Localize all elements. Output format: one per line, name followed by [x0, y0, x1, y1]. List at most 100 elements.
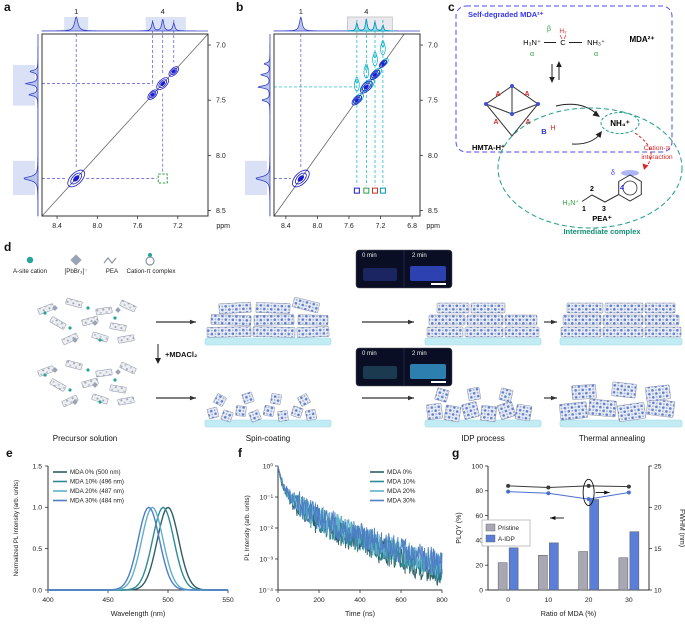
crystal-slab: [65, 298, 83, 308]
panel-label-g: g: [452, 446, 460, 460]
crystal-slab: [562, 314, 602, 326]
crystal-slab: [645, 398, 676, 418]
ppm-unit-label: ppm: [426, 223, 440, 230]
bar-a-idp: [629, 531, 640, 591]
hmta-A-label-2: A: [524, 91, 529, 98]
y-tick-label: 10⁻³: [260, 556, 274, 563]
gfx-circle: [98, 338, 102, 342]
contour-peak: [147, 89, 158, 100]
contour-peak: [297, 175, 305, 182]
bar-pristine: [497, 562, 508, 591]
pl-spectrum-curve: [48, 506, 228, 591]
crystal-slab: [248, 409, 262, 423]
contour-peak: [354, 98, 359, 103]
crystal-slab: [434, 387, 450, 403]
crystal-schematics: [37, 296, 682, 423]
x-tick-label: 800: [436, 597, 448, 604]
gfx-circle: [113, 316, 117, 320]
x-tick-label: 7.2: [376, 223, 386, 230]
x-tick-label: 400: [354, 597, 366, 604]
crystal-slab: [588, 398, 617, 418]
substrates: [204, 337, 683, 428]
mda-structure: H₃N⁺ C H₂ NH₃⁺ α β α MDA²⁺: [523, 26, 654, 58]
contour-peak: [73, 175, 80, 182]
y-tick-label: 0.0: [33, 587, 43, 594]
x-axis-label: Wavelength (nm): [111, 609, 165, 618]
projection-highlight: [145, 17, 186, 31]
x-tick-label: 7.6: [344, 223, 354, 230]
crystal-slab: [602, 314, 644, 326]
x-tick-label: 500: [162, 597, 174, 604]
y-right-tick: 20: [654, 505, 662, 512]
cross-peak-marker: [379, 187, 386, 194]
gfx-ellipse: [372, 53, 378, 67]
contour-peak: [292, 169, 310, 188]
crystal-slab: [255, 302, 291, 314]
crystal-slab: [81, 316, 99, 326]
plqy-fwhm-bar-chart: 0 20 40 60 80 100 10 15 20 25 0 10 20 30 Ratio of MDA …: [456, 463, 685, 618]
crystal-slab: [290, 405, 304, 419]
cation-pi-complex-icon: [145, 256, 155, 266]
peak-1-label: 1: [74, 7, 78, 16]
y-tick-label: 8.0: [428, 153, 438, 160]
crystal-slab: [466, 314, 504, 326]
contour-peak: [70, 172, 83, 185]
crystal-slab: [464, 326, 504, 338]
stage-label-spin-coating: Spin-coating: [245, 434, 291, 443]
gfx-rect: [92, 382, 98, 388]
y-right-tick: 10: [654, 587, 662, 594]
stage-label-annealing: Thermal annealing: [578, 434, 646, 443]
crystal-slab: [480, 405, 497, 422]
fwhm-line: [508, 491, 629, 500]
crystal-slab: [37, 365, 55, 377]
gfx-rect: [485, 534, 496, 543]
gfx-circle: [98, 400, 102, 404]
panel-label-a: a: [4, 0, 11, 14]
crystal-slab: [514, 403, 533, 422]
crystal-slab: [559, 401, 588, 421]
x-axis-label: Time (ns): [345, 609, 375, 618]
crystal-slab: [443, 404, 462, 423]
fwhm-marker: [626, 484, 631, 489]
crystal-slab: [611, 381, 637, 399]
projection-highlight: [346, 16, 393, 32]
contour-peak: [156, 77, 170, 91]
gfx-polygon: [189, 319, 196, 325]
cross-peak-marker: [372, 187, 379, 194]
legend-pristine: Pristine: [498, 525, 519, 532]
pl-spectrum-curve: [48, 506, 228, 591]
crystal-slab: [560, 326, 602, 338]
inset-top-0min-label: 0 min: [362, 253, 377, 259]
y-axis-label: Normalized PL Intensity (arb. units): [13, 480, 20, 576]
gfx-ellipse: [355, 76, 359, 84]
crystal-slab: [213, 393, 227, 407]
intermediate-complex-ellipse: [497, 107, 683, 229]
gfx-circle: [43, 311, 47, 315]
crystal-slab: [305, 409, 317, 421]
x-tick-label: 0: [506, 597, 510, 604]
x-tick-label: 7.2: [173, 223, 183, 230]
cyan-projection-overlay: [347, 18, 395, 32]
bar-pristine: [538, 555, 548, 591]
y-right-tick: 25: [654, 463, 662, 470]
crystal-slab: [466, 386, 482, 402]
top-projection-spectrum: [41, 16, 208, 32]
crystal-slab: [470, 302, 506, 314]
inset-top-2min-label: 2 min: [412, 253, 427, 259]
x-tick-label: 8.0: [92, 223, 102, 230]
pea-icon: [103, 257, 117, 264]
contour-peak: [373, 72, 378, 77]
crystal-slab: [61, 332, 79, 346]
mda-right-ammonium: NH₃⁺: [587, 38, 605, 47]
stage-label-idp: IDP process: [461, 434, 505, 443]
legend-label-pbbr3: [PbBr₃]⁻: [64, 268, 88, 275]
crystal-slab: [241, 391, 255, 405]
legend-entry: MDA 0% (500 nm): [70, 469, 121, 476]
bar-a-idp: [549, 542, 559, 591]
gfx-polygon: [550, 395, 557, 401]
gfx-circle: [68, 326, 72, 330]
contour-peak: [168, 66, 180, 77]
equilibrium-arrows: [549, 61, 562, 83]
projection-highlight: [13, 64, 35, 106]
